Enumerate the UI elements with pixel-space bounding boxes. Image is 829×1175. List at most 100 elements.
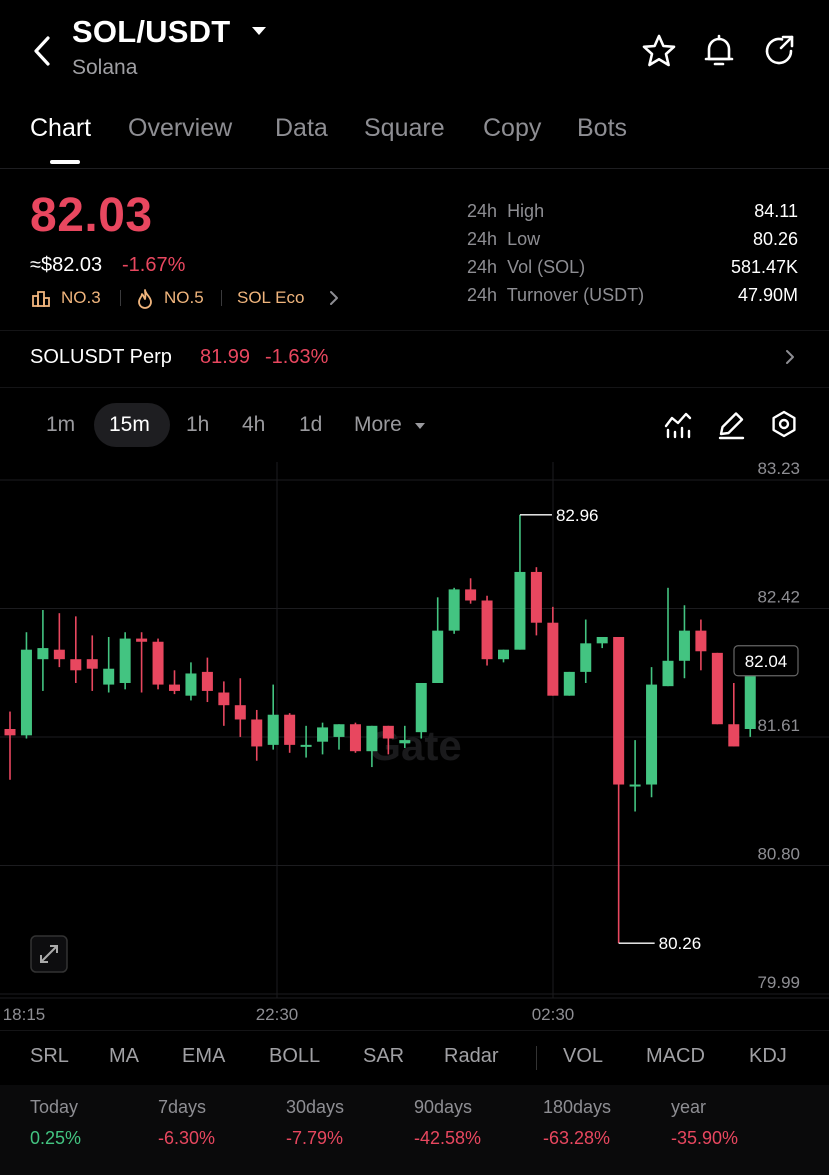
indicator-icon[interactable] (662, 408, 694, 442)
indicator-ma[interactable]: MA (109, 1045, 139, 1067)
interval-more[interactable]: More (354, 413, 402, 436)
candle-body (514, 571, 526, 650)
expand-icon[interactable] (30, 935, 68, 973)
interval-1m[interactable]: 1m (46, 413, 76, 436)
y-tick-label: 82.42 (757, 588, 800, 607)
stat-high-label: 24h High (467, 201, 545, 221)
draw-icon[interactable] (715, 408, 747, 442)
candle (300, 725, 312, 758)
candle (37, 610, 49, 691)
hot-tag[interactable]: NO.5 (164, 288, 204, 307)
perp-change: -1.63% (265, 346, 329, 368)
stat-high-value: 84.11 (754, 201, 798, 221)
tag-separator (221, 290, 222, 306)
candle (530, 567, 542, 636)
tab-overview[interactable]: Overview (128, 114, 233, 142)
candle (4, 711, 16, 780)
candle-body (267, 714, 279, 745)
more-caret-icon[interactable] (414, 421, 426, 431)
chart-grid (0, 462, 829, 999)
tab-square[interactable]: Square (364, 114, 445, 142)
candle (349, 722, 361, 753)
eco-tag[interactable]: SOL Eco (237, 288, 305, 307)
tab-chart[interactable]: Chart (30, 114, 92, 142)
candle-body (465, 589, 477, 601)
indicator-sar[interactable]: SAR (363, 1045, 405, 1067)
y-axis: 83.23 82.42 81.61 80.80 79.99 (757, 462, 800, 992)
candle-body (481, 600, 493, 660)
perf-year-value: -35.90% (671, 1128, 739, 1148)
share-icon[interactable] (760, 32, 798, 70)
price-change: -1.67% (122, 254, 186, 276)
interval-1h[interactable]: 1h (186, 413, 210, 436)
candle (136, 632, 148, 693)
indicator-kdj[interactable]: KDJ (749, 1045, 787, 1067)
candle-body (695, 630, 707, 652)
pair-title[interactable]: SOL/USDT (72, 14, 231, 49)
y-tick-label: 79.99 (757, 973, 800, 992)
indicator-macd[interactable]: MACD (646, 1045, 705, 1067)
perf-180d-value: -63.28% (543, 1128, 611, 1148)
stat-vol-value: 581.47K (730, 257, 798, 277)
candle (432, 597, 444, 683)
tab-bots[interactable]: Bots (577, 114, 628, 142)
candle-body (152, 641, 164, 685)
indicator-radar[interactable]: Radar (444, 1045, 499, 1067)
candle (695, 619, 707, 671)
tab-data[interactable]: Data (275, 114, 328, 142)
divider (0, 330, 829, 331)
candle (498, 649, 509, 663)
perp-chevron-icon[interactable] (784, 349, 796, 365)
perp-name[interactable]: SOLUSDT Perp (30, 346, 172, 368)
candle-body (251, 719, 263, 747)
x-tick-label: 02:30 (532, 1005, 575, 1024)
candle (678, 605, 690, 679)
candle-body (169, 684, 180, 691)
indicator-vol[interactable]: VOL (563, 1045, 604, 1067)
candle (728, 682, 740, 747)
rank-tag[interactable]: NO.3 (61, 288, 101, 307)
candle-body (448, 589, 460, 631)
candle (152, 638, 164, 690)
tab-copy[interactable]: Copy (483, 114, 542, 142)
indicator-boll[interactable]: BOLL (269, 1045, 321, 1067)
candle (629, 740, 641, 812)
perf-7d-value: -6.30% (158, 1128, 216, 1148)
candle-body (103, 668, 115, 685)
bell-icon[interactable] (700, 32, 738, 70)
interval-15m[interactable]: 15m (109, 413, 150, 436)
interval-4h[interactable]: 4h (242, 413, 266, 436)
candle-body (382, 725, 394, 739)
high-label: 82.96 (556, 506, 599, 525)
candle-body (86, 659, 98, 669)
interval-1d[interactable]: 1d (299, 413, 323, 436)
candle (415, 682, 427, 739)
candle (234, 678, 246, 737)
candle-body (596, 636, 608, 644)
candle-body (53, 649, 65, 660)
candle-body (201, 671, 213, 691)
star-icon[interactable] (640, 32, 678, 70)
candle-body (333, 724, 345, 737)
chevron-right-icon[interactable] (328, 290, 340, 306)
dropdown-caret-icon[interactable] (250, 24, 268, 38)
candle (382, 725, 394, 755)
perf-today-label: Today (30, 1097, 79, 1117)
candle-body (317, 727, 329, 742)
stat-vol-label: 24h Vol (SOL) (467, 257, 586, 277)
perf-today-value: 0.25% (30, 1128, 82, 1148)
perf-30d-label: 30days (286, 1097, 345, 1117)
perf-30d-value: -7.79% (286, 1128, 344, 1148)
x-tick-label: 22:30 (256, 1005, 299, 1024)
indicator-separator (536, 1046, 537, 1070)
candle (580, 619, 592, 683)
candle-body (218, 692, 230, 706)
chart-watermark: Gate (368, 722, 461, 769)
settings-icon[interactable] (768, 408, 800, 442)
indicator-srl[interactable]: SRL (30, 1045, 69, 1067)
last-price: 82.03 (30, 189, 153, 242)
candlestick-chart[interactable]: Gate 82.96 80.26 82.04 83.23 82.42 81.61 80.8… (0, 462, 829, 1032)
indicator-ema[interactable]: EMA (182, 1045, 226, 1067)
stat-low-value: 80.26 (752, 229, 798, 249)
back-icon[interactable] (28, 34, 56, 68)
